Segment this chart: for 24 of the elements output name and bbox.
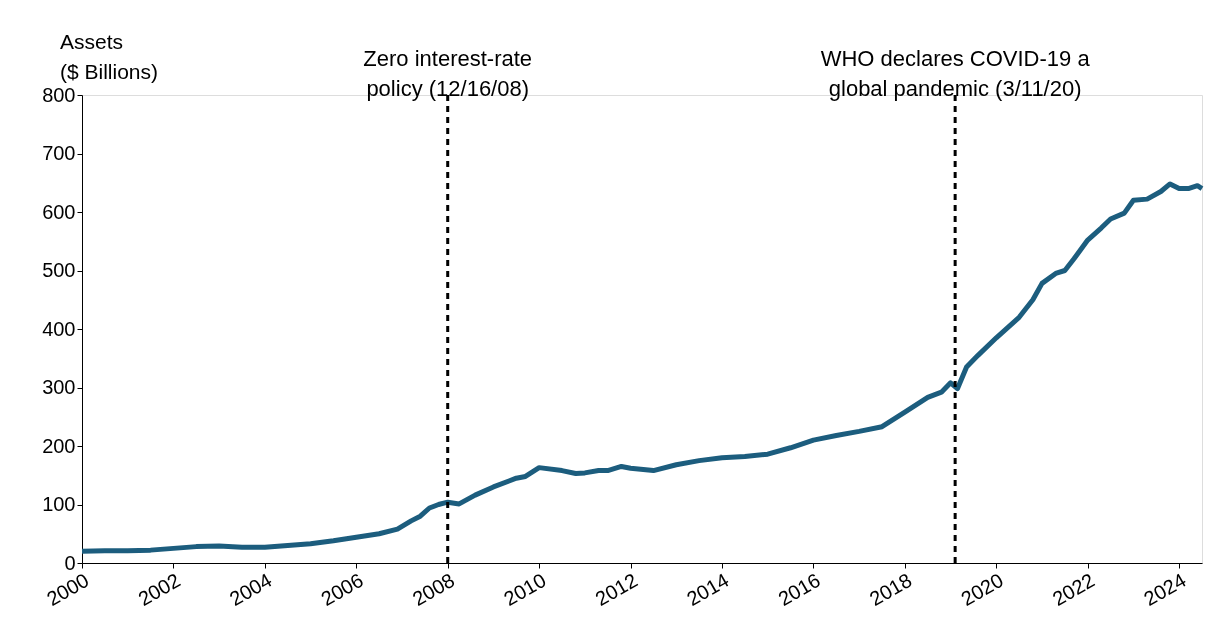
- y-axis-title: Assets ($ Billions): [60, 30, 159, 83]
- y-tick-label: 300: [42, 376, 76, 398]
- x-tick-label: 2024: [1140, 568, 1190, 611]
- y-tick-label: 600: [42, 200, 76, 223]
- y-tick-label: 200: [42, 434, 76, 457]
- x-tick-label: 2020: [957, 568, 1007, 611]
- y-tick-label: 100: [42, 493, 76, 515]
- x-tick-label: 2014: [682, 568, 733, 611]
- y-tick-label: 400: [42, 317, 76, 340]
- x-tick-label: 2022: [1048, 568, 1099, 611]
- x-tick-label: 2010: [500, 568, 550, 611]
- x-tick-label: 2004: [225, 568, 276, 611]
- x-tick-label: 2002: [134, 568, 184, 611]
- y-tick-label: 800: [42, 83, 76, 106]
- ref-line-label: WHO declares COVID-19 a global pandemic (3/11/20): [820, 46, 1091, 101]
- x-tick-label: 2006: [317, 568, 367, 611]
- x-tick-label: 2008: [408, 568, 459, 611]
- x-tick-label: 2016: [774, 568, 824, 611]
- x-tick-label: 2018: [865, 568, 916, 611]
- y-tick-label: 500: [42, 259, 76, 281]
- x-tick-label: 2012: [591, 568, 642, 611]
- ref-line-label: Zero interest-rate policy (12/16/08): [363, 46, 533, 101]
- y-tick-label: 0: [64, 551, 76, 574]
- y-tick-label: 700: [42, 142, 76, 164]
